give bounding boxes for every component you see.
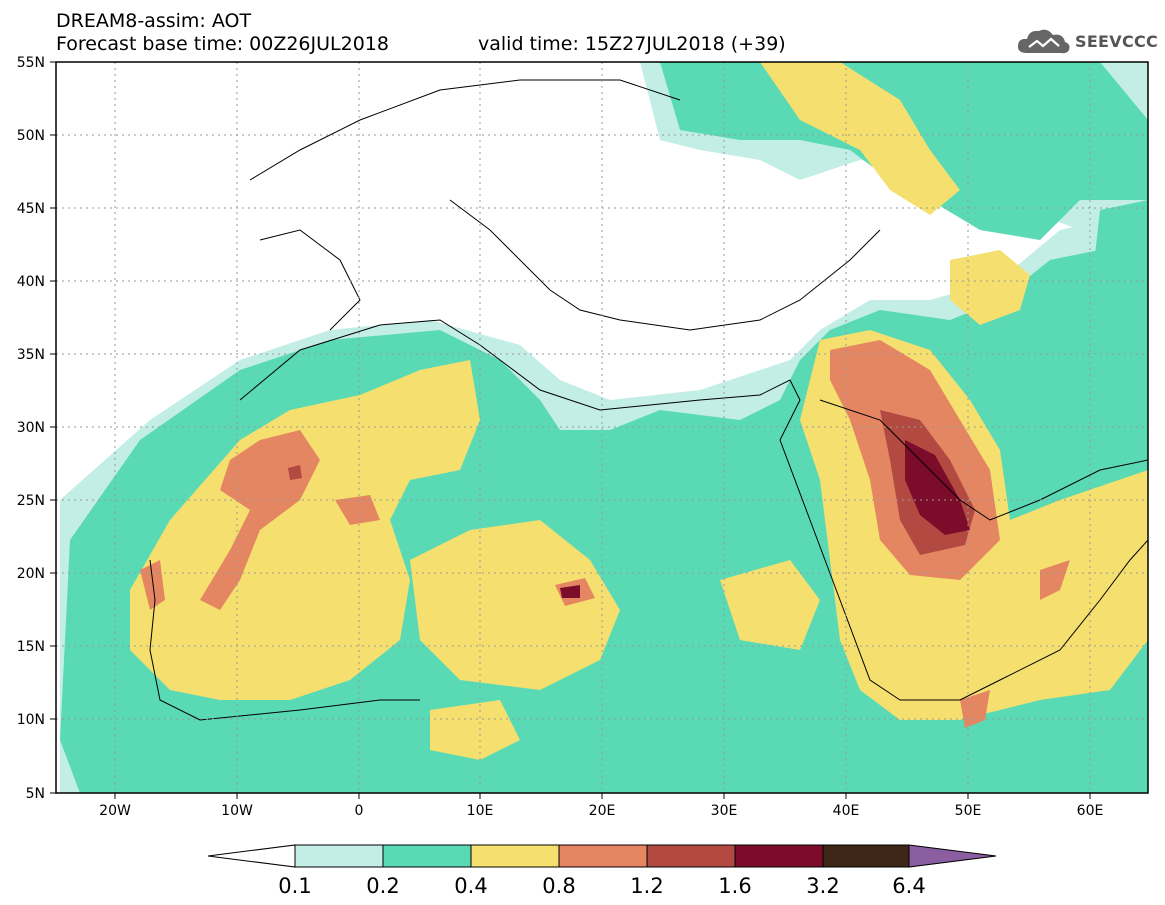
plot-title: DREAM8-assim: AOT [56,10,252,32]
aot-band-0.4-caspian [950,250,1030,325]
colorbar-labels: 0.1 0.2 0.4 0.8 1.2 1.6 3.2 6.4 [278,874,925,898]
lat-label: 20N [17,566,45,582]
lat-label: 40N [17,274,45,290]
coastlines [149,79,1148,721]
colorbar-label: 1.2 [630,874,663,898]
aot-band-1.2-sahara [288,465,302,480]
cloud-icon [1017,29,1070,54]
graticule [56,62,1148,793]
colorbar-over-arrow [908,844,997,868]
tick-marks [50,61,1091,799]
lat-label: 5N [26,786,45,802]
colorbar-swatch [470,844,560,868]
lon-label: 0 [355,803,364,819]
aot-band-0.4-central [410,520,620,690]
lon-label: 10E [467,803,494,819]
colorbar-label: 3.2 [806,874,839,898]
valid-time: valid time: 15Z27JUL2018 (+39) [478,33,786,55]
aot-band-0.4-west [130,360,480,700]
colorbar-label: 0.4 [454,874,487,898]
colorbar-swatch [558,844,648,868]
aot-band-0.2-east [1090,200,1148,340]
lat-label: 45N [17,201,45,217]
lon-label: 50E [955,803,982,819]
aot-band-0.4-south [430,700,520,760]
colorbar-label: 1.6 [718,874,751,898]
lat-label: 25N [17,493,45,509]
colorbar-swatch [822,844,910,868]
logo-text: SEEVCCC [1075,31,1159,51]
colorbar-label: 0.8 [542,874,575,898]
colorbar-label: 0.1 [278,874,311,898]
aot-band-0.4-north [760,62,960,215]
colorbar-under-arrow [207,844,296,868]
lat-label: 50N [17,128,45,144]
lat-label: 35N [17,347,45,363]
lat-label: 15N [17,639,45,655]
latitude-labels: 55N 50N 45N 40N 35N 30N 25N 20N 15N 10N … [17,55,45,802]
lat-label: 55N [17,55,45,71]
seevccc-logo: SEEVCCC [1017,26,1158,56]
colorbar-swatch [382,844,472,868]
aot-band-0.8-niger [335,495,380,525]
colorbar-swatch [734,844,824,868]
lon-label: 20W [99,803,131,819]
lon-label: 40E [833,803,860,819]
colorbar-swatch [646,844,736,868]
lat-label: 10N [17,712,45,728]
aot-band-0.8-oman [1040,560,1070,600]
lon-label: 10W [221,803,253,819]
colorbar-label: 0.2 [366,874,399,898]
lon-label: 30E [711,803,738,819]
lon-label: 20E [589,803,616,819]
lon-label: 60E [1077,803,1104,819]
lat-label: 30N [17,420,45,436]
colorbar-swatch [294,844,384,868]
longitude-labels: 20W 10W 0 10E 20E 30E 40E 50E 60E [99,803,1103,819]
forecast-base-time: Forecast base time: 00Z26JUL2018 [56,33,389,55]
colorbar [207,844,997,868]
aot-band-0.4-sudan [720,560,820,650]
aot-band-1.6-chad [560,585,580,598]
colorbar-label: 6.4 [892,874,925,898]
aot-band-1.6-arabia [905,440,970,535]
